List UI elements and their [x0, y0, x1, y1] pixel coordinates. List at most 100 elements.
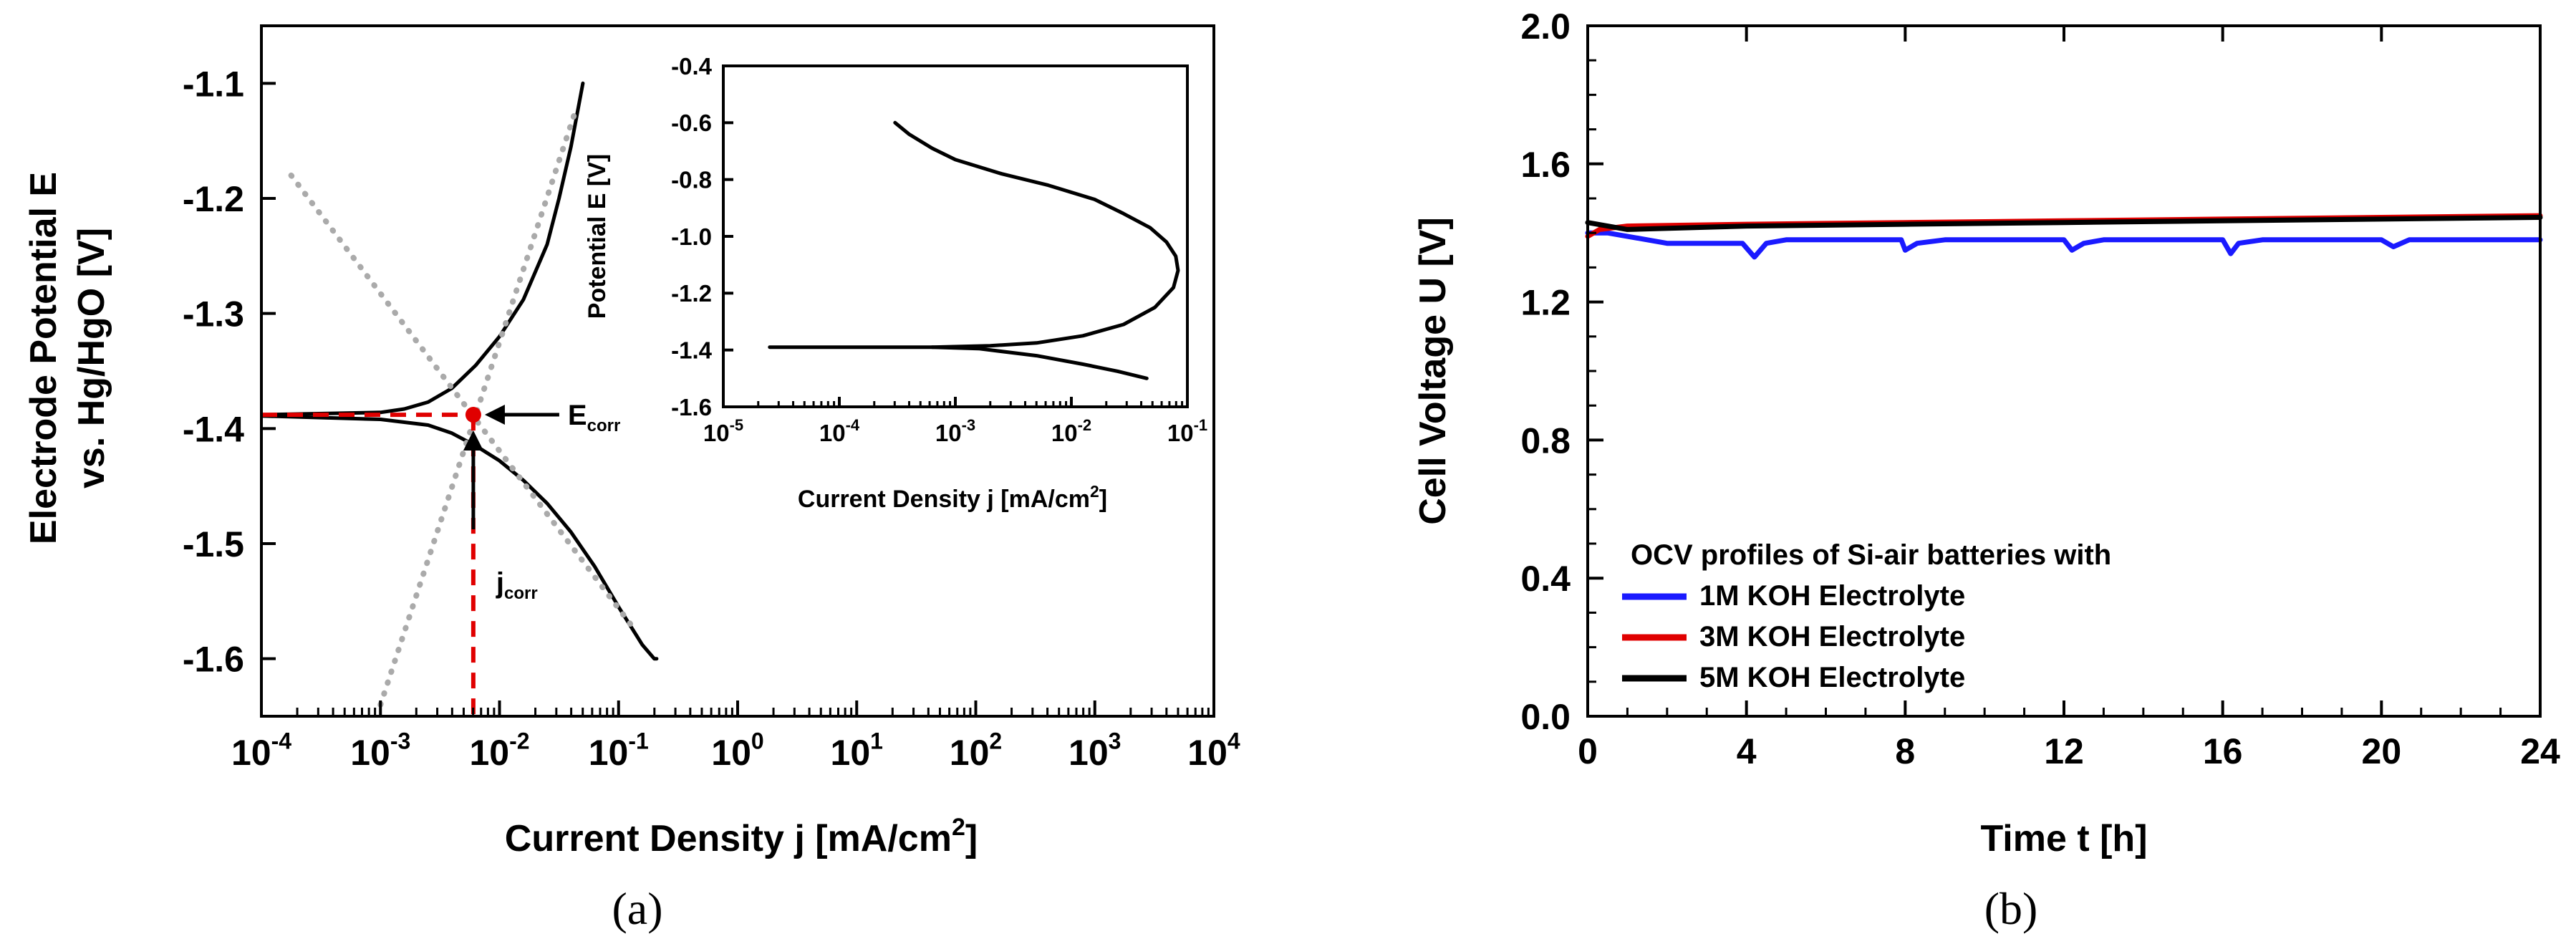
panel-a: 10-4 10-3 10-2 10-1 100 101 102 103 104-1.6-1.5-…: [23, 24, 1240, 934]
panel-a-y-tick-label: -1.4: [183, 409, 244, 449]
panel-b-x-tick-label: 8: [1895, 731, 1915, 771]
panel-a-x-tick-base: 10: [1187, 733, 1227, 773]
panel-b-y-tick-label: 1.2: [1520, 283, 1571, 323]
inset-x-tick-label: 10-3: [935, 416, 975, 446]
panel-a-x-tick-exp: -4: [271, 728, 292, 754]
panel-b-y-tick-label: 0.0: [1520, 697, 1571, 737]
jcorr-label: jcorr: [496, 567, 538, 603]
panel-b-series-5m-koh-electrolyte: [1585, 215, 2543, 232]
panel-a-x-tick-label: 10-4: [231, 728, 291, 774]
panel-a-x-tick-base: 10: [350, 733, 390, 773]
panel-a-x-tick-exp: 3: [1109, 728, 1121, 754]
inset-x-tick-base: 10: [819, 420, 846, 446]
inset-x-tick-label: 10-2: [1051, 416, 1091, 446]
ecorr-label-main: E: [568, 400, 587, 431]
panel-a-y-axis-label-line2: vs. Hg/HgO [V]: [71, 228, 112, 488]
inset-x-axis-label-end: ]: [1099, 486, 1107, 513]
panel-a-y-tick-label: -1.2: [183, 179, 244, 219]
panel-a-y-tick-label: -1.5: [183, 524, 244, 564]
ecorr-arrowhead: [484, 405, 505, 425]
panel-a-x-tick-label: 101: [831, 728, 883, 774]
panel-a-x-tick-label: 10-2: [469, 728, 529, 774]
inset-series-cathodic-tail: [930, 345, 1149, 380]
panel-a-series-anodic-tafel-line: [377, 103, 580, 708]
panel-a-series-anodic-branch: [261, 81, 585, 417]
panel-a-series-cathodic-tafel-line: [288, 172, 634, 627]
inset-x-axis-label-sup: 2: [1090, 482, 1099, 501]
panel-b-series-1m-koh-electrolyte: [1585, 230, 2543, 260]
panel-b-ticks: 0 4 8 12 16 20 24 0.0 0.4 0.8 1.2 1.6 2.0: [1520, 6, 2560, 771]
panel-a-x-tick-base: 10: [469, 733, 509, 773]
inset-y-tick-label: -0.6: [671, 110, 712, 136]
panel-a-y-axis-label-line1: Electrode Potential E: [23, 172, 64, 544]
inset-x-tick-base: 10: [1167, 420, 1194, 446]
legend-title: OCV profiles of Si-air batteries with: [1631, 539, 2111, 571]
panel-a-x-tick-exp: -1: [628, 728, 648, 754]
panel-a-x-tick-exp: -2: [509, 728, 529, 754]
panel-a-series-group: [261, 81, 659, 716]
panel-b-x-axis-label: Time t [h]: [1980, 818, 2147, 859]
panel-a-x-axis-label: Current Density j [mA/cm2]: [505, 814, 978, 859]
panel-a-x-axis-label-end: ]: [965, 818, 978, 859]
inset-x-tick-exp: -2: [1078, 416, 1092, 434]
panel-a-x-tick-label: 10-1: [589, 728, 649, 774]
inset-x-axis-label: Current Density j [mA/cm2]: [798, 482, 1107, 513]
panel-a-x-tick-exp: -3: [390, 728, 410, 754]
panel-a-x-tick-base: 10: [231, 733, 271, 773]
inset-x-tick-exp: -3: [962, 416, 976, 434]
inset-x-tick-label: 10-5: [703, 416, 743, 446]
panel-a-x-tick-label: 103: [1068, 728, 1121, 774]
panel-a-x-tick-exp: 4: [1227, 728, 1240, 754]
panel-a-y-tick-label: -1.6: [183, 640, 244, 680]
ecorr-label-sub: corr: [587, 416, 621, 435]
panel-b-x-tick-label: 24: [2520, 731, 2560, 771]
panel-b-x-tick-label: 12: [2044, 731, 2084, 771]
inset-y-tick-label: -1.4: [671, 337, 713, 364]
panel-b: 0 4 8 12 16 20 24 0.0 0.4 0.8 1.2 1.6 2.0 OCV profil…: [1412, 6, 2560, 934]
inset-y-tick-label: -1.0: [671, 223, 712, 250]
inset-x-tick-base: 10: [1051, 420, 1078, 446]
panel-a-plot-marks: [261, 81, 659, 716]
panel-a-x-tick-base: 10: [711, 733, 751, 773]
panel-a-point-corrosion-point: [465, 407, 481, 423]
inset-x-tick-exp: -5: [730, 416, 744, 434]
inset-y-tick-label: -0.4: [671, 53, 713, 80]
inset-plot-background: [723, 66, 1187, 407]
panel-b-y-tick-label: 2.0: [1520, 6, 1571, 47]
inset-ticks: 10-5 10-4 10-3 10-2 10-1-1.6-1.4-1.2-1.0-0.8…: [671, 53, 1207, 446]
inset-series-polarization-curve: [768, 120, 1180, 350]
panel-b-plot-frame: [1586, 24, 2542, 718]
ecorr-label: Ecorr: [568, 400, 620, 435]
inset-y-axis-label: Potential E [V]: [584, 154, 611, 319]
panel-b-x-tick-label: 0: [1578, 731, 1598, 771]
panel-a-x-axis-label-sup: 2: [952, 814, 965, 841]
panel-b-plot-marks: [1585, 213, 2543, 260]
inset-x-tick-label: 10-4: [819, 416, 860, 446]
panel-b-y-tick-label: 0.8: [1520, 420, 1571, 461]
jcorr-label-main: j: [496, 567, 504, 599]
inset-x-tick-base: 10: [703, 420, 730, 446]
inset-x-tick-exp: -4: [846, 416, 860, 434]
panel-b-legend: OCV profiles of Si-air batteries with 1M…: [1622, 539, 2111, 693]
panel-b-y-tick-label: 0.4: [1520, 559, 1571, 599]
panel-a-caption: (a): [612, 883, 662, 934]
panel-a-x-tick-base: 10: [950, 733, 990, 773]
panel-a-x-tick-label: 102: [950, 728, 1002, 774]
jcorr-arrowhead: [463, 430, 483, 451]
inset-x-tick-base: 10: [935, 420, 962, 446]
inset-x-axis-label-main: Current Density j [mA/cm: [798, 486, 1090, 513]
panel-b-x-tick-label: 4: [1737, 731, 1757, 771]
legend-label-3m: 3M KOH Electrolyte: [1699, 621, 1965, 652]
panel-a-x-tick-exp: 0: [751, 728, 764, 754]
inset-y-tick-label: -1.6: [671, 394, 712, 420]
panel-a-x-tick-label: 104: [1187, 728, 1240, 774]
legend-label-5m: 5M KOH Electrolyte: [1699, 662, 1965, 693]
inset-x-tick-label: 10-1: [1167, 416, 1207, 446]
panel-a-x-tick-label: 100: [711, 728, 763, 774]
panel-a-ticks: 10-4 10-3 10-2 10-1 100 101 102 103 104-1.6-1.5-…: [183, 64, 1240, 773]
panel-a-x-tick-base: 10: [589, 733, 629, 773]
inset-x-tick-exp: -1: [1194, 416, 1208, 434]
legend-label-1m: 1M KOH Electrolyte: [1699, 580, 1965, 612]
panel-b-x-tick-label: 16: [2203, 731, 2243, 771]
